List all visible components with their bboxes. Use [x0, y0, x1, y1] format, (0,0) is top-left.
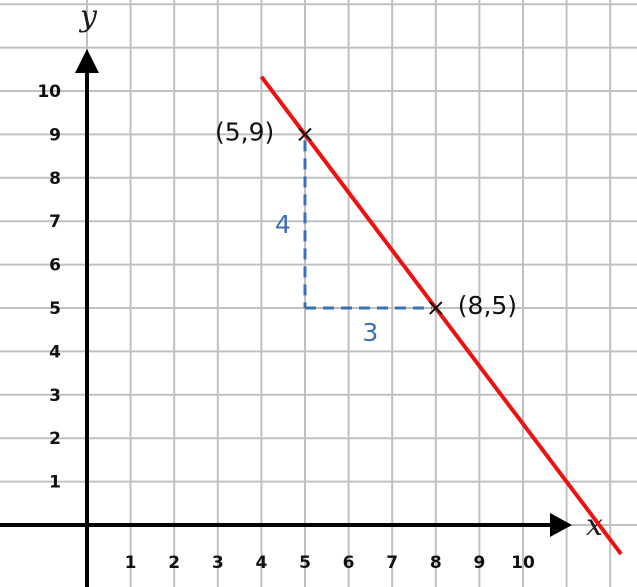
x-tick-label: 8: [430, 553, 442, 573]
y-tick-label: 9: [49, 125, 61, 145]
rise-label: 4: [275, 210, 291, 239]
x-tick-label: 9: [473, 553, 485, 573]
plotted-points: (5,9) (8,5): [215, 117, 517, 320]
y-tick-label: 3: [49, 386, 61, 406]
y-tick-label: 4: [49, 342, 61, 362]
point-label: (8,5): [458, 291, 517, 320]
y-tick-label: 2: [49, 429, 61, 449]
x-tick-label: 10: [511, 553, 535, 573]
x-tick-labels: 1 2 3 4 5 6 7 8 9 10: [125, 553, 535, 573]
x-tick-label: 2: [168, 553, 180, 573]
x-tick-label: 4: [255, 553, 267, 573]
x-tick-label: 3: [212, 553, 224, 573]
y-axis-arrowhead: [75, 49, 99, 73]
y-tick-label: 8: [49, 169, 61, 189]
y-tick-label: 5: [49, 299, 61, 319]
y-tick-labels: 1 2 3 4 5 6 7 8 9 10: [37, 82, 61, 493]
x-tick-label: 5: [299, 553, 311, 573]
x-axis-arrowhead: [550, 513, 572, 537]
x-tick-label: 6: [343, 553, 355, 573]
point-marker: [429, 301, 443, 315]
point-marker: [298, 127, 312, 142]
y-tick-label: 6: [49, 256, 61, 276]
run-label: 3: [362, 318, 378, 347]
y-tick-label: 7: [49, 212, 61, 232]
slope-triangle: 4 3: [275, 140, 432, 347]
y-axis-title: y: [78, 0, 98, 34]
x-tick-label: 7: [386, 553, 398, 573]
x-axis-title: x: [586, 508, 603, 543]
axes: [0, 49, 572, 587]
x-tick-label: 1: [125, 553, 137, 573]
y-tick-label: 1: [49, 473, 61, 493]
point-label: (5,9): [215, 117, 274, 146]
y-tick-label: 10: [37, 82, 61, 102]
series-line: [259, 75, 623, 556]
